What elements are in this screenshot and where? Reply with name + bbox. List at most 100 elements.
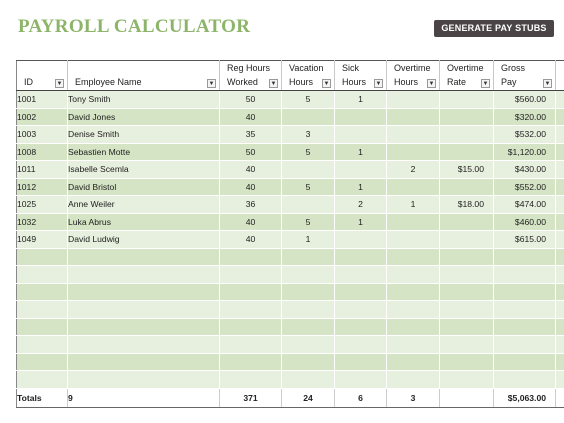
cell-extra[interactable] bbox=[555, 300, 564, 319]
cell-id[interactable] bbox=[16, 335, 68, 354]
cell-sick-hours[interactable] bbox=[334, 353, 387, 371]
cell-overtime-hours[interactable] bbox=[386, 370, 440, 389]
cell-vacation-hours[interactable]: 5 bbox=[281, 143, 335, 161]
cell-extra[interactable] bbox=[555, 353, 564, 371]
cell-overtime-hours[interactable] bbox=[386, 318, 440, 336]
cell-overtime-hours[interactable] bbox=[386, 143, 440, 161]
cell-overtime-rate[interactable] bbox=[439, 353, 494, 371]
cell-id[interactable] bbox=[16, 318, 68, 336]
cell-gross-pay[interactable] bbox=[493, 265, 556, 284]
cell-id[interactable] bbox=[16, 265, 68, 284]
cell-vacation-hours[interactable] bbox=[281, 353, 335, 371]
cell-gross-pay[interactable]: $532.00 bbox=[493, 125, 556, 144]
cell-gross-pay[interactable] bbox=[493, 318, 556, 336]
cell-id[interactable]: 1001 bbox=[16, 90, 68, 109]
generate-pay-stubs-button[interactable]: GENERATE PAY STUBS bbox=[434, 20, 554, 37]
cell-id[interactable]: 1002 bbox=[16, 108, 68, 126]
cell-vacation-hours[interactable] bbox=[281, 335, 335, 354]
cell-extra[interactable] bbox=[555, 160, 564, 179]
cell-id[interactable]: 1025 bbox=[16, 195, 68, 214]
cell-overtime-hours[interactable] bbox=[386, 283, 440, 301]
cell-gross-pay[interactable]: $460.00 bbox=[493, 213, 556, 231]
cell-gross-pay[interactable] bbox=[493, 353, 556, 371]
cell-reg-hours[interactable]: 40 bbox=[219, 230, 282, 249]
cell-vacation-hours[interactable] bbox=[281, 248, 335, 266]
cell-gross-pay[interactable]: $560.00 bbox=[493, 90, 556, 109]
cell-reg-hours[interactable] bbox=[219, 248, 282, 266]
cell-overtime-rate[interactable]: $18.00 bbox=[439, 195, 494, 214]
cell-reg-hours[interactable] bbox=[219, 370, 282, 389]
filter-dropdown-icon[interactable]: ▼ bbox=[55, 79, 64, 88]
cell-reg-hours[interactable]: 35 bbox=[219, 125, 282, 144]
cell-vacation-hours[interactable] bbox=[281, 318, 335, 336]
filter-dropdown-icon[interactable]: ▼ bbox=[269, 79, 278, 88]
cell-id[interactable] bbox=[16, 370, 68, 389]
cell-employee-name[interactable]: David Bristol bbox=[67, 178, 220, 196]
cell-overtime-hours[interactable]: 2 bbox=[386, 160, 440, 179]
cell-overtime-hours[interactable] bbox=[386, 335, 440, 354]
cell-id[interactable] bbox=[16, 283, 68, 301]
cell-id[interactable]: 1049 bbox=[16, 230, 68, 249]
cell-id[interactable]: 1003 bbox=[16, 125, 68, 144]
cell-vacation-hours[interactable] bbox=[281, 283, 335, 301]
cell-vacation-hours[interactable] bbox=[281, 160, 335, 179]
cell-gross-pay[interactable] bbox=[493, 370, 556, 389]
cell-overtime-rate[interactable] bbox=[439, 125, 494, 144]
cell-extra[interactable] bbox=[555, 230, 564, 249]
filter-dropdown-icon[interactable]: ▼ bbox=[481, 79, 490, 88]
cell-gross-pay[interactable]: $552.00 bbox=[493, 178, 556, 196]
filter-dropdown-icon[interactable]: ▼ bbox=[374, 79, 383, 88]
cell-extra[interactable] bbox=[555, 108, 564, 126]
cell-gross-pay[interactable]: $320.00 bbox=[493, 108, 556, 126]
cell-overtime-hours[interactable] bbox=[386, 178, 440, 196]
cell-sick-hours[interactable] bbox=[334, 108, 387, 126]
filter-dropdown-icon[interactable]: ▼ bbox=[322, 79, 331, 88]
cell-vacation-hours[interactable]: 5 bbox=[281, 213, 335, 231]
cell-sick-hours[interactable] bbox=[334, 370, 387, 389]
cell-gross-pay[interactable] bbox=[493, 335, 556, 354]
cell-id[interactable]: 1011 bbox=[16, 160, 68, 179]
cell-overtime-hours[interactable] bbox=[386, 265, 440, 284]
cell-overtime-rate[interactable] bbox=[439, 370, 494, 389]
cell-reg-hours[interactable]: 40 bbox=[219, 160, 282, 179]
cell-extra[interactable] bbox=[555, 125, 564, 144]
cell-sick-hours[interactable] bbox=[334, 283, 387, 301]
cell-sick-hours[interactable] bbox=[334, 300, 387, 319]
cell-extra[interactable] bbox=[555, 370, 564, 389]
cell-employee-name[interactable]: Sebastien Motte bbox=[67, 143, 220, 161]
cell-overtime-rate[interactable] bbox=[439, 265, 494, 284]
cell-vacation-hours[interactable]: 5 bbox=[281, 178, 335, 196]
cell-overtime-rate[interactable] bbox=[439, 108, 494, 126]
cell-reg-hours[interactable]: 40 bbox=[219, 108, 282, 126]
cell-overtime-rate[interactable]: $15.00 bbox=[439, 160, 494, 179]
cell-id[interactable] bbox=[16, 300, 68, 319]
cell-sick-hours[interactable]: 2 bbox=[334, 195, 387, 214]
cell-extra[interactable] bbox=[555, 265, 564, 284]
cell-gross-pay[interactable]: $615.00 bbox=[493, 230, 556, 249]
cell-overtime-rate[interactable] bbox=[439, 213, 494, 231]
cell-employee-name[interactable] bbox=[67, 318, 220, 336]
cell-reg-hours[interactable] bbox=[219, 318, 282, 336]
cell-vacation-hours[interactable]: 3 bbox=[281, 125, 335, 144]
cell-vacation-hours[interactable] bbox=[281, 300, 335, 319]
cell-employee-name[interactable] bbox=[67, 300, 220, 319]
cell-gross-pay[interactable] bbox=[493, 248, 556, 266]
cell-reg-hours[interactable] bbox=[219, 335, 282, 354]
cell-gross-pay[interactable]: $430.00 bbox=[493, 160, 556, 179]
cell-vacation-hours[interactable] bbox=[281, 265, 335, 284]
cell-extra[interactable] bbox=[555, 335, 564, 354]
cell-overtime-rate[interactable] bbox=[439, 300, 494, 319]
cell-employee-name[interactable]: Luka Abrus bbox=[67, 213, 220, 231]
cell-overtime-hours[interactable] bbox=[386, 230, 440, 249]
cell-overtime-hours[interactable] bbox=[386, 90, 440, 109]
cell-overtime-hours[interactable] bbox=[386, 353, 440, 371]
cell-sick-hours[interactable] bbox=[334, 248, 387, 266]
cell-reg-hours[interactable]: 50 bbox=[219, 90, 282, 109]
cell-overtime-rate[interactable] bbox=[439, 230, 494, 249]
cell-employee-name[interactable]: Denise Smith bbox=[67, 125, 220, 144]
cell-gross-pay[interactable]: $1,120.00 bbox=[493, 143, 556, 161]
cell-employee-name[interactable]: David Jones bbox=[67, 108, 220, 126]
cell-sick-hours[interactable] bbox=[334, 318, 387, 336]
cell-overtime-rate[interactable] bbox=[439, 143, 494, 161]
cell-sick-hours[interactable]: 1 bbox=[334, 143, 387, 161]
